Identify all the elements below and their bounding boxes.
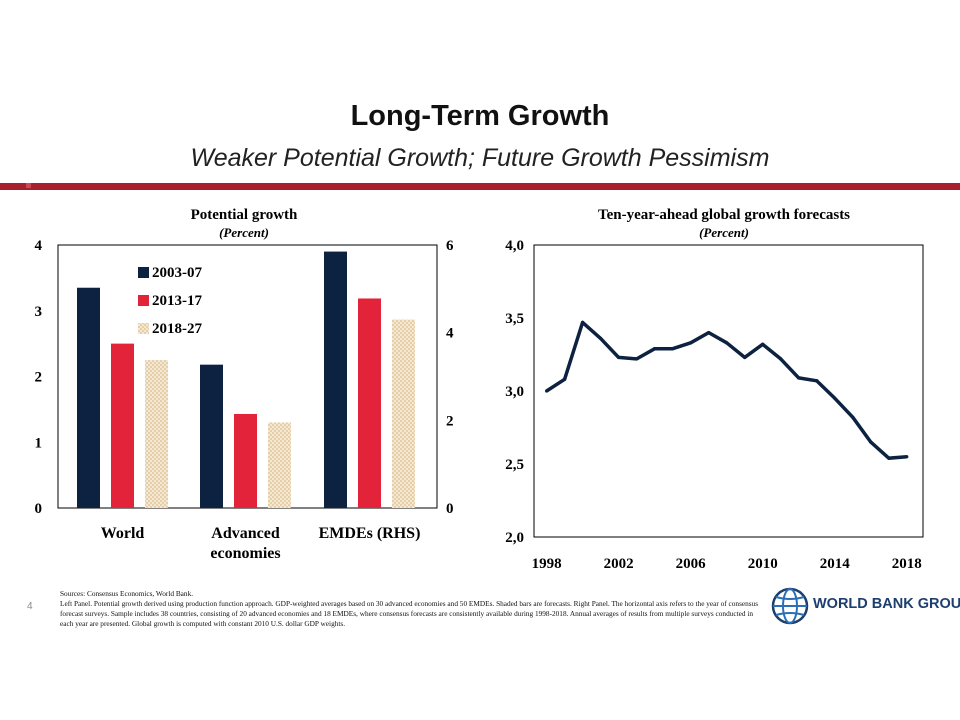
bar-2013-17-2 [358, 298, 381, 508]
forecast-x-tick-label: 2006 [676, 556, 707, 572]
forecast-point [689, 341, 693, 345]
slide-title: Long-Term Growth [350, 100, 610, 132]
forecast-point [707, 331, 711, 335]
forecast-point [851, 415, 855, 419]
forecast-point [833, 396, 837, 400]
forecast-point [671, 347, 675, 351]
right-y-tick-label: 0 [446, 501, 454, 517]
right-chart-title: Ten-year-ahead global growth forecasts [598, 207, 850, 223]
left-y-tick-label: 1 [35, 435, 43, 451]
category-label: EMDEs (RHS) [319, 525, 421, 542]
right-plot-frame [533, 244, 924, 538]
growth-forecast-chart: Ten-year-ahead global growth forecasts (… [505, 207, 924, 572]
left-y-tick-label: 3 [35, 304, 43, 320]
forecast-point [797, 376, 801, 380]
left-chart-title: Potential growth [191, 207, 298, 223]
forecast-point [563, 377, 567, 381]
right-chart-subtitle: (Percent) [699, 225, 749, 240]
legend-swatch-2003-07 [138, 267, 149, 278]
accent-divider-mark [26, 183, 31, 188]
left-y-tick-label: 4 [35, 238, 43, 254]
methodology-note: Left Panel. Potential growth derived usi… [60, 599, 759, 628]
forecast-point [887, 456, 891, 460]
legend-label-2018-27: 2018-27 [152, 321, 202, 337]
forecast-point [725, 341, 729, 345]
forecast-point [581, 320, 585, 324]
forecast-point [599, 336, 603, 341]
forecast-point [779, 357, 783, 361]
forecast-point [815, 379, 819, 383]
bar-2003-07-1 [200, 364, 223, 508]
forecast-x-tick-label: 2002 [604, 556, 634, 572]
forecast-point [635, 357, 639, 361]
forecast-point [545, 389, 549, 393]
bar-2018-27-1 [268, 422, 291, 508]
potential-growth-chart: Potential growth (Percent) 0 1 2 3 4 0 2 4 6 Worl… [35, 207, 455, 562]
bar-2003-07-2 [324, 251, 347, 508]
sources-note: Sources: Consensus Economics, World Bank… [60, 589, 194, 598]
category-label: economies [210, 545, 280, 562]
bar-2018-27-2 [392, 319, 415, 508]
legend-label-2003-07: 2003-07 [152, 265, 202, 281]
forecast-y-tick-label: 2,5 [505, 457, 524, 473]
forecast-y-tick-label: 3,0 [505, 384, 524, 400]
bar-2013-17-1 [234, 413, 257, 508]
forecast-y-tick-label: 4,0 [505, 238, 524, 254]
world-bank-logo: WORLD BANK GROUP [770, 584, 960, 628]
left-y-tick-label: 2 [35, 370, 43, 386]
forecast-point [869, 440, 873, 444]
page-number: 4 [27, 601, 33, 612]
forecast-point [761, 342, 765, 346]
forecast-x-tick-label: 2010 [748, 556, 778, 572]
footnotes: Sources: Consensus Economics, World Bank… [60, 589, 760, 629]
logo-text: WORLD BANK GROUP [813, 596, 960, 612]
legend-swatch-2013-17 [138, 295, 149, 306]
right-y-tick-label: 2 [446, 413, 454, 429]
forecast-y-tick-label: 2,0 [505, 530, 524, 546]
forecast-point [653, 347, 657, 351]
globe-icon [771, 587, 809, 625]
bar-2003-07-0 [77, 287, 100, 508]
forecast-point [743, 355, 747, 360]
forecast-point [905, 455, 909, 459]
forecast-y-tick-label: 3,5 [505, 311, 524, 327]
right-y-tick-label: 6 [446, 238, 454, 254]
accent-divider [0, 183, 960, 190]
forecast-point [617, 355, 621, 360]
category-label: World [101, 525, 145, 542]
legend-swatch-2018-27 [138, 323, 149, 334]
legend-label-2013-17: 2013-17 [152, 293, 202, 309]
bar-2013-17-0 [111, 343, 134, 508]
left-chart-subtitle: (Percent) [219, 225, 269, 240]
right-y-tick-label: 4 [446, 326, 454, 342]
forecast-x-tick-label: 2014 [820, 556, 851, 572]
category-label: Advanced [211, 525, 280, 542]
forecast-x-tick-label: 2018 [892, 556, 922, 572]
forecast-x-tick-label: 1998 [532, 556, 562, 572]
left-y-tick-label: 0 [35, 501, 43, 517]
slide-subtitle: Weaker Potential Growth; Future Growth P… [190, 144, 770, 172]
bar-2018-27-0 [145, 360, 168, 508]
